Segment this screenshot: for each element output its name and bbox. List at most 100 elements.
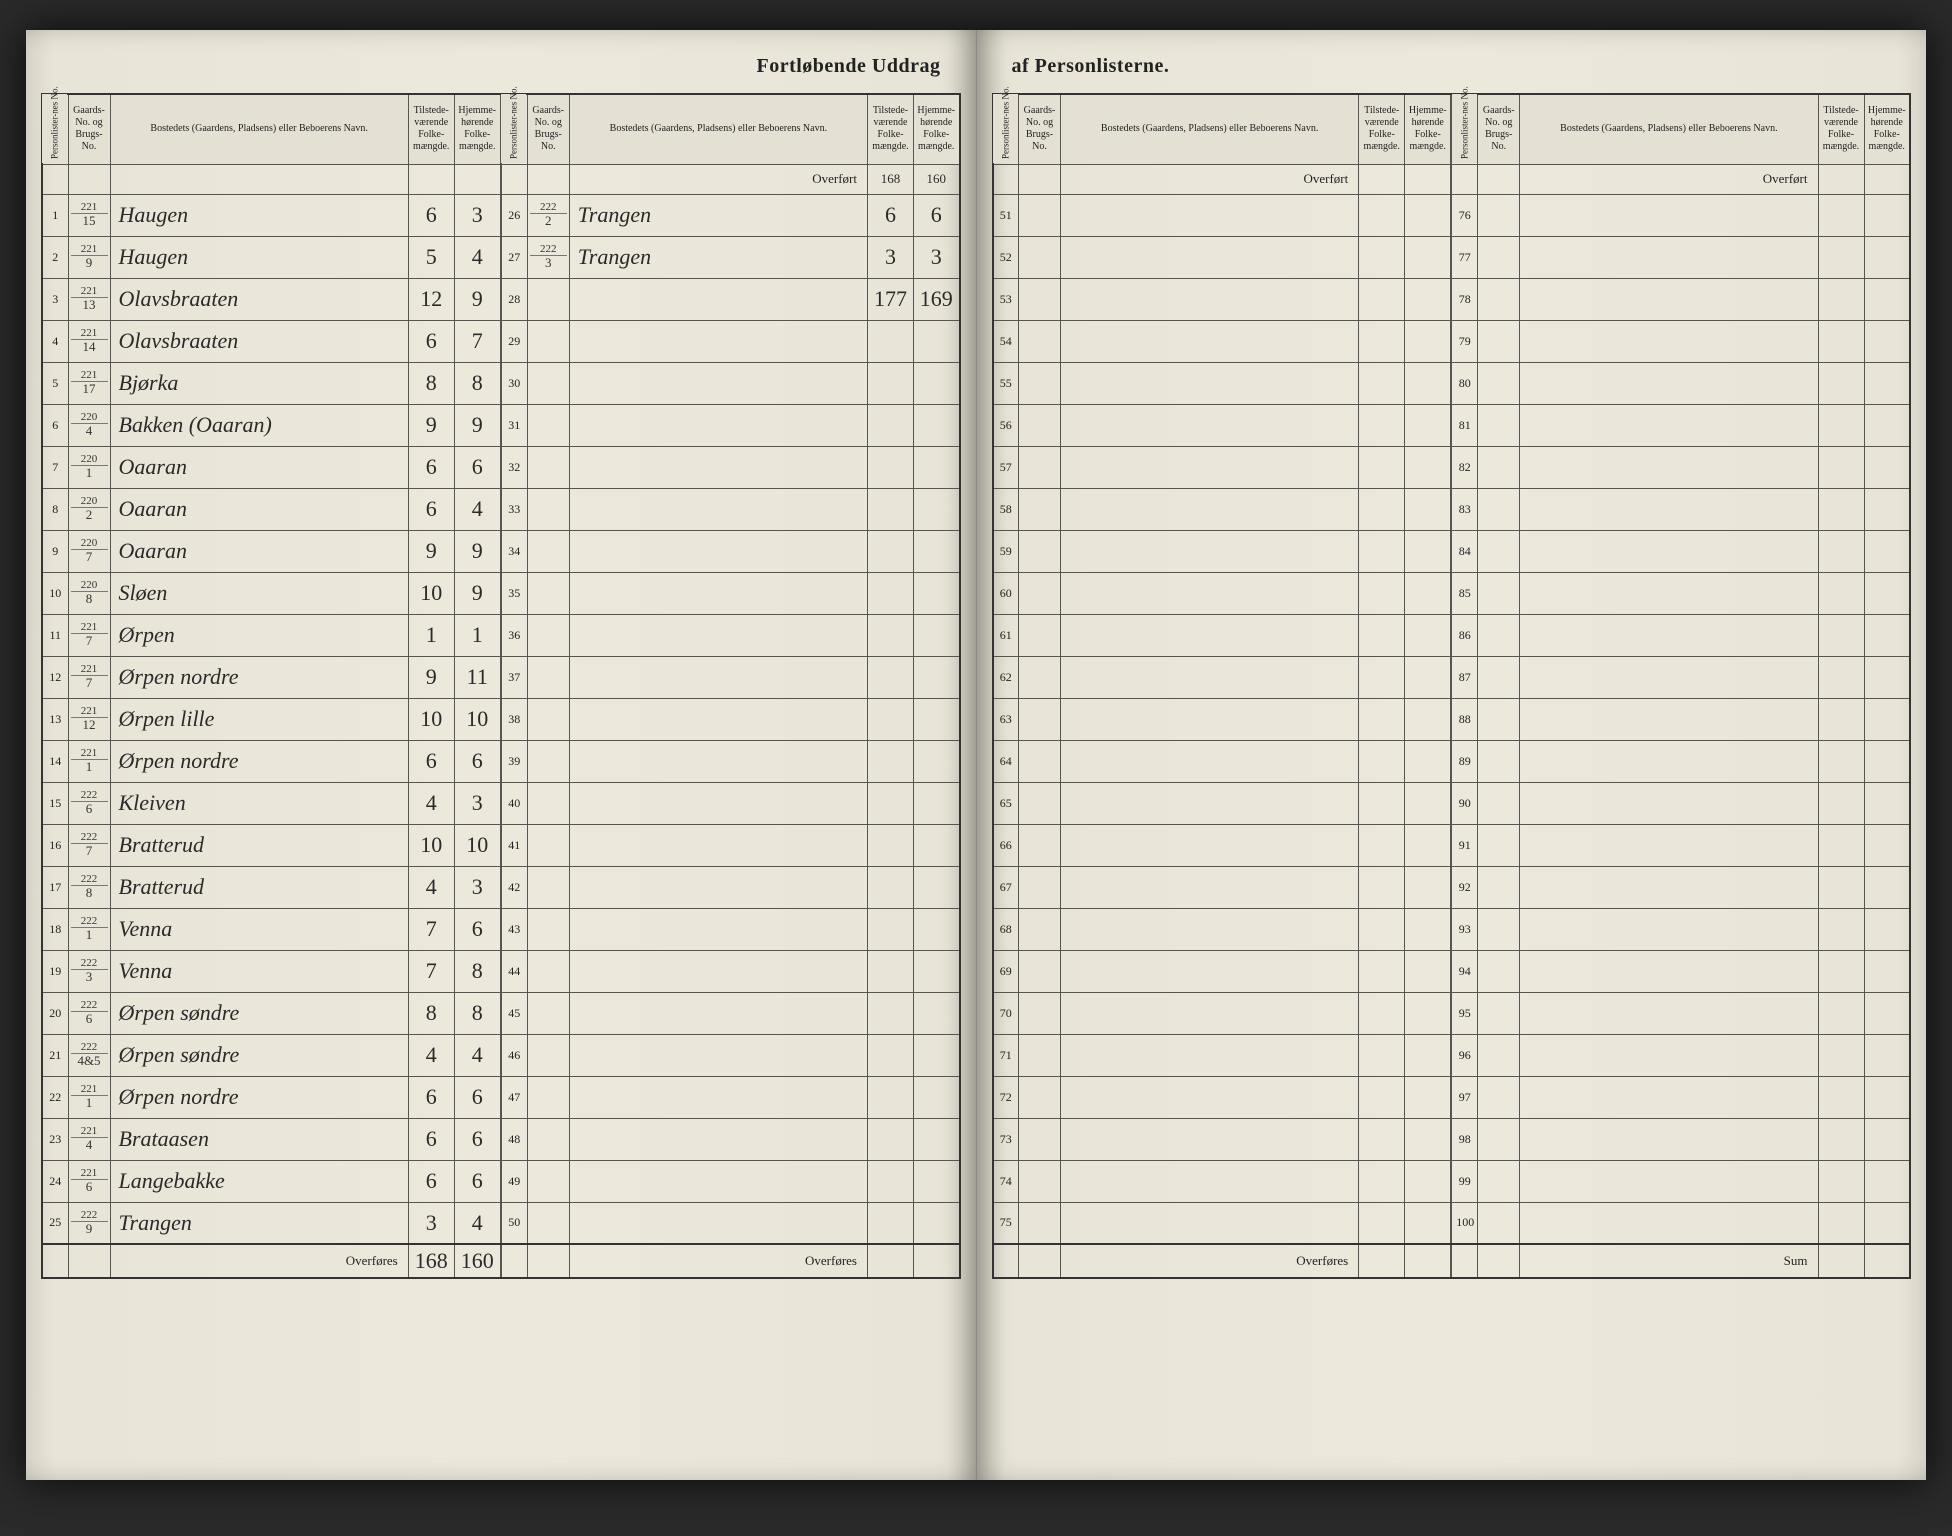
hjemme-val <box>1405 782 1451 824</box>
tilstede-val: 9 <box>408 404 454 446</box>
table-row: 92 <box>1452 866 1910 908</box>
tilstede-val <box>1818 824 1864 866</box>
table-row: 59 <box>993 530 1451 572</box>
left-panel-1: Personlister-nes No. Gaards-No. og Brugs… <box>41 93 501 1279</box>
row-no: 69 <box>993 950 1019 992</box>
hjemme-val <box>914 950 960 992</box>
bosted-name <box>1520 362 1818 404</box>
row-no: 90 <box>1452 782 1478 824</box>
gaards-no <box>1019 1160 1061 1202</box>
tilstede-val <box>1359 656 1405 698</box>
tilstede-val <box>1818 992 1864 1034</box>
gaards-no: 2222 <box>527 194 569 236</box>
gaards-no <box>1019 1076 1061 1118</box>
hjemme-val <box>1864 320 1910 362</box>
bosted-name <box>569 782 867 824</box>
hjemme-val <box>1864 698 1910 740</box>
table-row: 262222Trangen66 <box>501 194 959 236</box>
row-no: 65 <box>993 782 1019 824</box>
col-bosted: Bostedets (Gaardens, Pladsens) eller Beb… <box>110 94 408 164</box>
bosted-name <box>569 404 867 446</box>
bosted-name: Olavsbraaten <box>110 320 408 362</box>
hjemme-val <box>1864 1034 1910 1076</box>
table-row: 82202Oaaran64 <box>42 488 500 530</box>
row-no: 10 <box>42 572 68 614</box>
tilstede-val: 6 <box>408 488 454 530</box>
bosted-name <box>1061 1034 1359 1076</box>
row-no: 42 <box>501 866 527 908</box>
overfores-h: 160 <box>454 1244 500 1278</box>
bosted-name: Oaaran <box>110 446 408 488</box>
table-row: 97 <box>1452 1076 1910 1118</box>
row-no: 49 <box>501 1160 527 1202</box>
gaards-no: 2217 <box>68 656 110 698</box>
gaards-no <box>527 1076 569 1118</box>
gaards-no: 2226 <box>68 782 110 824</box>
bosted-name <box>1061 992 1359 1034</box>
tilstede-val: 5 <box>408 236 454 278</box>
hjemme-val <box>914 1076 960 1118</box>
ledger-table: Personlister-nes No. Gaards-No. og Brugs… <box>992 93 1452 1279</box>
hjemme-val: 6 <box>454 740 500 782</box>
table-row: 91 <box>1452 824 1910 866</box>
hjemme-val: 9 <box>454 572 500 614</box>
row-no: 58 <box>993 488 1019 530</box>
tilstede-val <box>868 446 914 488</box>
table-row: 100 <box>1452 1202 1910 1244</box>
gaards-no <box>527 362 569 404</box>
gaards-no <box>527 530 569 572</box>
hjemme-val: 9 <box>454 404 500 446</box>
gaards-no <box>1019 866 1061 908</box>
row-no: 18 <box>42 908 68 950</box>
gaards-no <box>1019 530 1061 572</box>
bosted-name <box>1520 1160 1818 1202</box>
tilstede-val <box>1359 1076 1405 1118</box>
table-row: 112217Ørpen11 <box>42 614 500 656</box>
gaards-no <box>1019 572 1061 614</box>
row-no: 97 <box>1452 1076 1478 1118</box>
table-row: 172228Bratterud43 <box>42 866 500 908</box>
row-no: 46 <box>501 1034 527 1076</box>
gaards-no <box>527 656 569 698</box>
hjemme-val: 11 <box>454 656 500 698</box>
table-row: 48 <box>501 1118 959 1160</box>
tilstede-val <box>1818 950 1864 992</box>
gaards-no <box>1478 656 1520 698</box>
table-row: 64 <box>993 740 1451 782</box>
gaards-no <box>1019 320 1061 362</box>
tilstede-val: 7 <box>408 950 454 992</box>
hjemme-val <box>1864 194 1910 236</box>
tilstede-val <box>1818 698 1864 740</box>
hjemme-val: 9 <box>454 530 500 572</box>
row-no: 32 <box>501 446 527 488</box>
gaards-no <box>527 740 569 782</box>
bosted-name: Langebakke <box>110 1160 408 1202</box>
table-row: 152226Kleiven43 <box>42 782 500 824</box>
bosted-name: Ørpen søndre <box>110 992 408 1034</box>
tilstede-val <box>1818 1076 1864 1118</box>
hjemme-val: 6 <box>454 1118 500 1160</box>
bosted-name <box>1061 908 1359 950</box>
gaards-no: 2211 <box>68 1076 110 1118</box>
bosted-name <box>1061 656 1359 698</box>
table-row: 80 <box>1452 362 1910 404</box>
hjemme-val <box>1864 992 1910 1034</box>
table-row: 62 <box>993 656 1451 698</box>
tilstede-val <box>1359 446 1405 488</box>
bosted-name <box>1520 236 1818 278</box>
bosted-name: Ørpen lille <box>110 698 408 740</box>
tilstede-val: 6 <box>408 1118 454 1160</box>
gaards-no <box>1478 572 1520 614</box>
row-no: 88 <box>1452 698 1478 740</box>
tilstede-val <box>868 740 914 782</box>
table-row: 142211Ørpen nordre66 <box>42 740 500 782</box>
tilstede-val <box>868 572 914 614</box>
row-no: 82 <box>1452 446 1478 488</box>
gaards-no <box>1019 1034 1061 1076</box>
tilstede-val <box>1359 404 1405 446</box>
gaards-no <box>1478 530 1520 572</box>
gaards-no: 2226 <box>68 992 110 1034</box>
bosted-name <box>1520 1076 1818 1118</box>
bosted-name: Olavsbraaten <box>110 278 408 320</box>
hjemme-val <box>1405 194 1451 236</box>
